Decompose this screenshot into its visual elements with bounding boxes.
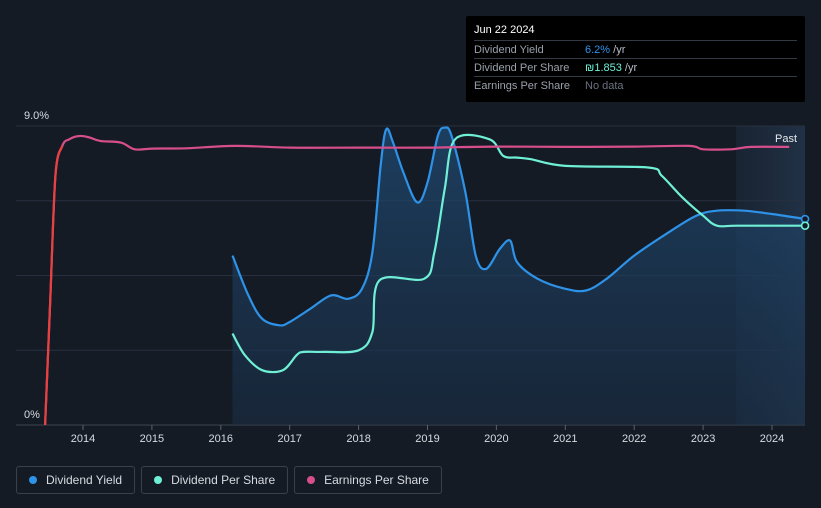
dividend-per-share-dot-icon: [154, 476, 163, 484]
label-layer: 9.0% 0% 2014 2015 2016 2017 2018 2019 2020 2021 20…: [24, 110, 797, 445]
tooltip-row-dividend-per-share: Dividend Per Share ₪1.853 /yr: [474, 59, 797, 77]
earnings-per-share-line: [44, 134, 790, 426]
dividend-yield-line: [231, 126, 806, 327]
x-tick-label: 2019: [415, 433, 439, 445]
x-tick-label: 2023: [691, 433, 715, 445]
dividend-per-share-line: [231, 133, 806, 374]
tooltip-label: Earnings Per Share: [474, 79, 570, 92]
legend-label: Dividend Per Share: [171, 473, 276, 487]
tooltip-unit: /yr: [610, 43, 626, 56]
tooltip-value: No data: [585, 79, 624, 92]
legend-item-earnings-per-share[interactable]: Earnings Per Share: [294, 466, 442, 494]
legend: Dividend Yield Dividend Per Share Earnin…: [16, 466, 442, 494]
tooltip-row-earnings-per-share: Earnings Per Share No data: [474, 77, 797, 94]
dividend-yield-dot-icon: [29, 476, 37, 484]
past-label: Past: [775, 133, 797, 145]
x-tick-label: 2017: [277, 433, 301, 445]
tooltip: Jun 22 2024 Dividend Yield 6.2% /yr Divi…: [466, 16, 805, 102]
x-tick-label: 2014: [71, 433, 95, 445]
legend-label: Earnings Per Share: [324, 473, 429, 487]
tooltip-value: 6.2%: [585, 43, 611, 56]
x-tick-label: 2021: [553, 433, 577, 445]
dividend-per-share-end-marker: [800, 221, 810, 230]
dividend-yield-area: [232, 127, 806, 425]
legend-label: Dividend Yield: [46, 473, 123, 487]
legend-item-dividend-per-share[interactable]: Dividend Per Share: [141, 466, 289, 494]
y-tick-label-top: 9.0%: [24, 110, 49, 122]
area-layer: [232, 127, 806, 425]
earnings-per-share-dot-icon: [307, 476, 316, 484]
tooltip-date: Jun 22 2024: [474, 24, 797, 41]
tooltip-unit: /yr: [621, 61, 638, 74]
x-tick-label: 2016: [209, 433, 233, 445]
earnings-per-share-rise-segment: [44, 145, 64, 426]
tooltip-value: ₪1.853: [585, 61, 622, 74]
x-tick-label: 2018: [346, 433, 370, 445]
tooltip-label: Dividend Yield: [474, 43, 544, 56]
x-tick-label: 2020: [484, 433, 508, 445]
y-tick-label-bottom: 0%: [24, 409, 40, 421]
legend-item-dividend-yield[interactable]: Dividend Yield: [16, 466, 136, 494]
line-layer: [44, 126, 810, 426]
x-tick-label: 2022: [622, 433, 646, 445]
tooltip-label: Dividend Per Share: [474, 61, 570, 74]
x-tick-label: 2015: [140, 433, 164, 445]
tooltip-row-dividend-yield: Dividend Yield 6.2% /yr: [474, 41, 797, 59]
x-tick-label: 2024: [760, 433, 784, 445]
